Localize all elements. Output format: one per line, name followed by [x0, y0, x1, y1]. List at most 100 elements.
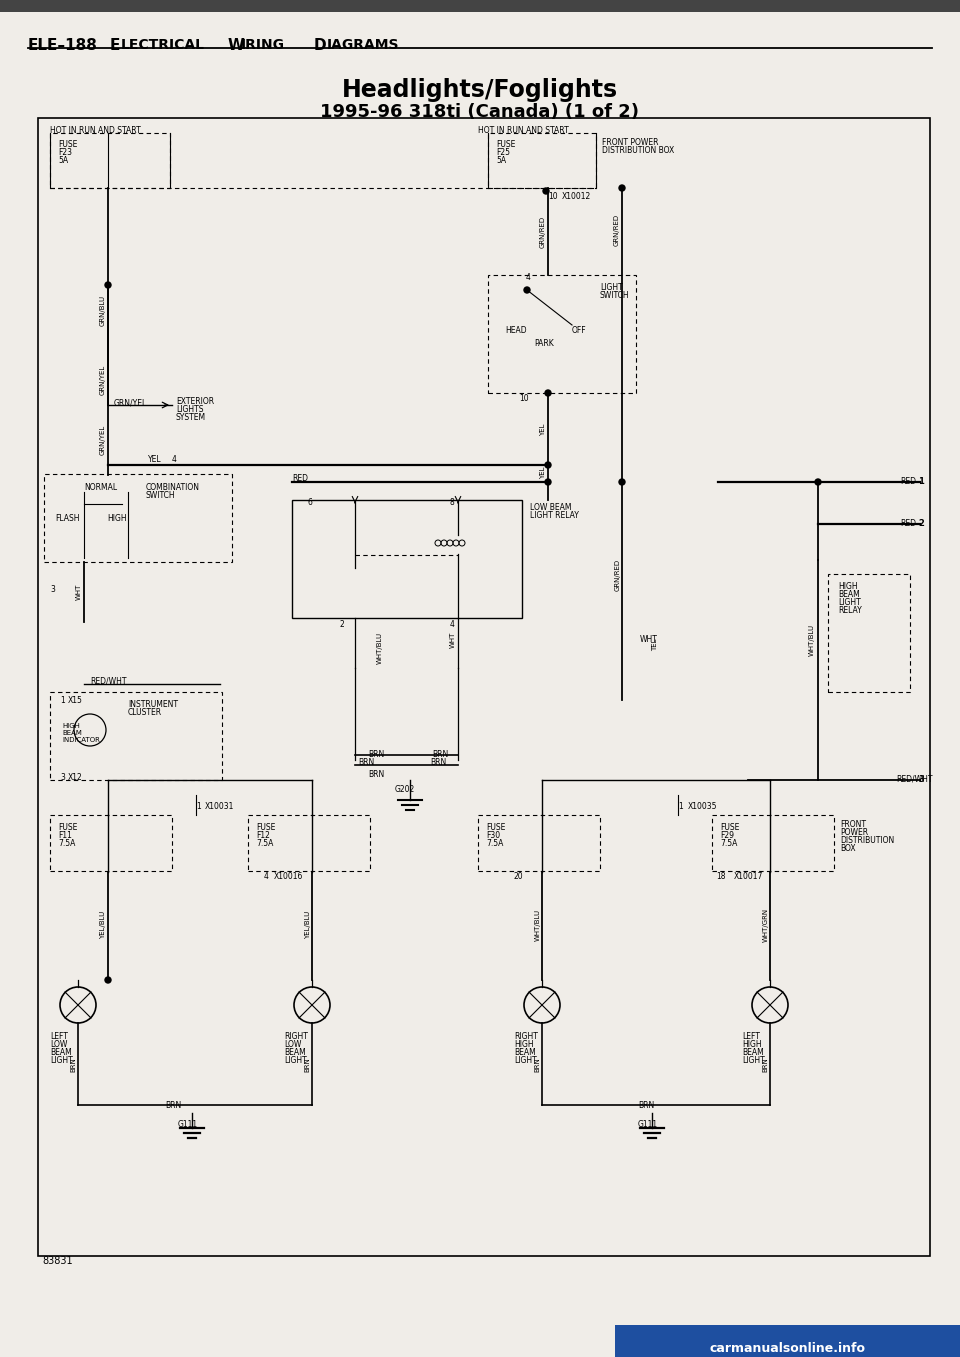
Text: INDICATOR: INDICATOR	[62, 737, 100, 744]
Bar	[50, 133, 170, 189]
Text: BRN: BRN	[358, 759, 374, 767]
Text: E: E	[110, 38, 120, 53]
Text: BRN: BRN	[762, 1057, 768, 1072]
Bar	[50, 816, 172, 871]
Text: BEAM: BEAM	[50, 1048, 72, 1057]
Text: HOT IN RUN AND START: HOT IN RUN AND START	[50, 126, 141, 134]
Text: HEAD: HEAD	[505, 326, 527, 335]
Text: F25: F25	[496, 148, 510, 157]
Text: RELAY: RELAY	[838, 607, 862, 615]
Text: LOW: LOW	[50, 1039, 67, 1049]
Text: 8: 8	[450, 498, 455, 508]
Text: 7.5A: 7.5A	[58, 839, 76, 848]
Text: 10: 10	[548, 191, 558, 201]
Text: GRN/YEL: GRN/YEL	[114, 398, 147, 407]
Text: FRONT: FRONT	[840, 820, 866, 829]
Bar	[0, 0, 960, 12]
Text: F23: F23	[58, 148, 72, 157]
Text: BEAM: BEAM	[514, 1048, 536, 1057]
Text: COMBINATION: COMBINATION	[146, 483, 200, 493]
Text: BRN: BRN	[368, 769, 384, 779]
Text: FUSE: FUSE	[496, 140, 516, 149]
Text: D: D	[314, 38, 326, 53]
Text: X10017: X10017	[734, 873, 763, 881]
Text: SYSTEM: SYSTEM	[176, 413, 206, 422]
Text: YEL: YEL	[540, 467, 546, 479]
Text: FUSE: FUSE	[58, 822, 78, 832]
Text: 20: 20	[514, 873, 523, 881]
Text: BRN: BRN	[430, 759, 446, 767]
Text: 4: 4	[526, 273, 531, 282]
Text: SWITCH: SWITCH	[146, 491, 176, 499]
Text: TEL: TEL	[652, 639, 658, 651]
Text: 83831: 83831	[42, 1257, 73, 1266]
Text: 3: 3	[918, 775, 924, 784]
Text: HIGH: HIGH	[62, 723, 80, 729]
Text: PARK: PARK	[534, 339, 554, 347]
Text: GRN/YEL: GRN/YEL	[100, 425, 106, 455]
Text: X10031: X10031	[205, 802, 234, 811]
Text: IRING: IRING	[241, 38, 285, 52]
Text: ELE–188: ELE–188	[28, 38, 98, 53]
Text: 5A: 5A	[496, 156, 506, 166]
Text: BEAM: BEAM	[838, 590, 860, 598]
Text: WHT/GRN: WHT/GRN	[763, 908, 769, 942]
Text: LEFT: LEFT	[742, 1033, 760, 1041]
Text: 3: 3	[60, 773, 65, 782]
Text: BOX: BOX	[840, 844, 855, 854]
Text: HOT IN RUN AND START: HOT IN RUN AND START	[478, 126, 568, 134]
Text: FUSE: FUSE	[720, 822, 739, 832]
Bar	[44, 474, 232, 562]
Text: RED/WHT: RED/WHT	[896, 775, 932, 784]
Text: LOW: LOW	[284, 1039, 301, 1049]
Text: Headlights/Foglights: Headlights/Foglights	[342, 77, 618, 102]
Text: FUSE: FUSE	[486, 822, 505, 832]
Text: HIGH: HIGH	[838, 582, 857, 592]
Text: 3: 3	[50, 585, 55, 594]
Bar	[488, 275, 636, 394]
Text: FLASH: FLASH	[55, 514, 80, 522]
Text: BEAM: BEAM	[742, 1048, 764, 1057]
Text: NORMAL: NORMAL	[84, 483, 117, 493]
Text: LIGHT: LIGHT	[742, 1056, 765, 1065]
Text: X10012: X10012	[562, 191, 591, 201]
Text: WHT: WHT	[450, 632, 456, 649]
Text: FRONT POWER: FRONT POWER	[602, 138, 659, 147]
Text: 5A: 5A	[58, 156, 68, 166]
Text: RIGHT: RIGHT	[514, 1033, 538, 1041]
Circle shape	[543, 189, 549, 194]
Text: LIGHT: LIGHT	[284, 1056, 307, 1065]
Text: BRN: BRN	[638, 1101, 655, 1110]
Text: POWER: POWER	[840, 828, 868, 837]
Circle shape	[545, 389, 551, 396]
Text: LEFT: LEFT	[50, 1033, 68, 1041]
Text: EXTERIOR: EXTERIOR	[176, 398, 214, 406]
Text: 1: 1	[196, 802, 201, 811]
Text: WHT/BLU: WHT/BLU	[809, 624, 815, 655]
Text: RED: RED	[900, 478, 916, 486]
Text: GRN/RED: GRN/RED	[614, 214, 620, 246]
Text: LIGHT RELAY: LIGHT RELAY	[530, 512, 579, 520]
Bar	[38, 118, 930, 1257]
Text: RIGHT: RIGHT	[284, 1033, 308, 1041]
Text: DISTRIBUTION BOX: DISTRIBUTION BOX	[602, 147, 674, 155]
Text: 7.5A: 7.5A	[720, 839, 737, 848]
Text: 1: 1	[60, 696, 64, 706]
Circle shape	[105, 977, 111, 982]
Text: BRN: BRN	[432, 750, 448, 759]
Text: SWITCH: SWITCH	[600, 290, 630, 300]
Text: 1: 1	[918, 478, 924, 486]
Text: IAGRAMS: IAGRAMS	[327, 38, 399, 52]
Text: LECTRICAL: LECTRICAL	[121, 38, 205, 52]
Bar	[248, 816, 370, 871]
Text: WHT: WHT	[640, 635, 658, 645]
Text: 1: 1	[678, 802, 683, 811]
Text: RED: RED	[900, 518, 916, 528]
Text: GRN/RED: GRN/RED	[540, 216, 546, 248]
Text: 4: 4	[172, 455, 177, 464]
Circle shape	[105, 282, 111, 288]
Text: X12: X12	[68, 773, 83, 782]
Text: HIGH: HIGH	[107, 514, 127, 522]
Text: BEAM: BEAM	[284, 1048, 305, 1057]
Text: X10016: X10016	[274, 873, 303, 881]
